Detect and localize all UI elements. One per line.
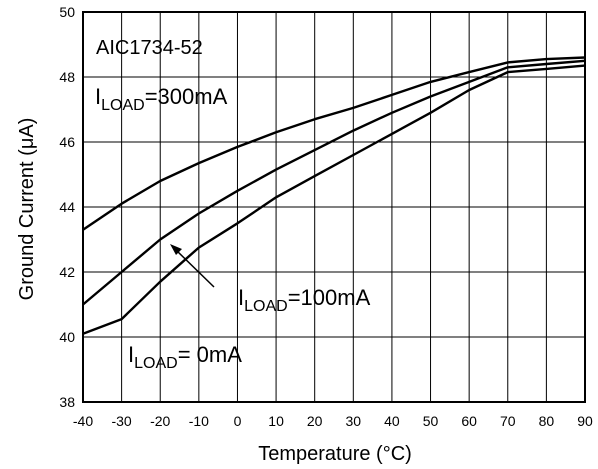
label-0-rest: = 0mA <box>178 342 243 367</box>
x-tick-label: 0 <box>234 413 242 429</box>
y-tick-label: 46 <box>59 134 75 150</box>
y-tick-labels: 38 40 42 44 46 48 50 <box>59 4 75 410</box>
x-axis-title: Temperature (°C) <box>258 443 412 465</box>
y-tick-label: 44 <box>59 199 75 215</box>
arrow-head <box>170 244 182 255</box>
series-label-100ma: ILOAD=100mA <box>238 285 371 315</box>
label-300-sub: LOAD <box>101 97 145 114</box>
x-tick-labels: -40 -30 -20 -10 0 10 20 30 40 50 60 70 80 90 <box>73 413 593 429</box>
x-tick-label: 40 <box>384 413 400 429</box>
x-tick-label: 50 <box>423 413 439 429</box>
x-tick-label: 60 <box>461 413 477 429</box>
x-tick-label: 70 <box>500 413 516 429</box>
label-0-sub: LOAD <box>134 355 178 372</box>
plot-frame <box>82 11 586 403</box>
y-tick-label: 42 <box>59 264 75 280</box>
label-300-main: I <box>95 84 101 109</box>
y-tick-label: 38 <box>59 394 75 410</box>
x-tick-label: 20 <box>307 413 323 429</box>
x-tick-label: -30 <box>111 413 131 429</box>
device-label: AIC1734-52 <box>96 37 203 59</box>
series-line-1 <box>82 56 586 231</box>
series-line-3 <box>82 64 586 335</box>
y-axis-title: Ground Current (μA) <box>16 118 38 301</box>
x-tick-label: 80 <box>539 413 555 429</box>
x-tick-label: 10 <box>268 413 284 429</box>
series-label-300ma: ILOAD=300mA <box>95 84 228 114</box>
arrow-shaft <box>175 249 215 288</box>
series-label-0ma: ILOAD= 0mA <box>128 342 242 372</box>
grid-lines <box>82 11 586 403</box>
y-tick-label: 50 <box>59 4 75 20</box>
y-tick-label: 40 <box>59 329 75 345</box>
series-line-2 <box>82 59 586 306</box>
label-300-rest: =300mA <box>145 84 228 109</box>
x-tick-label: 30 <box>346 413 362 429</box>
x-tick-label: -10 <box>189 413 209 429</box>
x-tick-label: -20 <box>150 413 170 429</box>
y-tick-label: 48 <box>59 69 75 85</box>
label-0-main: I <box>128 342 134 367</box>
label-100-sub: LOAD <box>244 298 288 315</box>
series-lines <box>82 56 586 335</box>
annotation-arrow <box>170 244 215 288</box>
label-100-main: I <box>238 285 244 310</box>
x-tick-label: 90 <box>577 413 593 429</box>
label-100-rest: =100mA <box>288 285 371 310</box>
x-tick-label: -40 <box>73 413 93 429</box>
